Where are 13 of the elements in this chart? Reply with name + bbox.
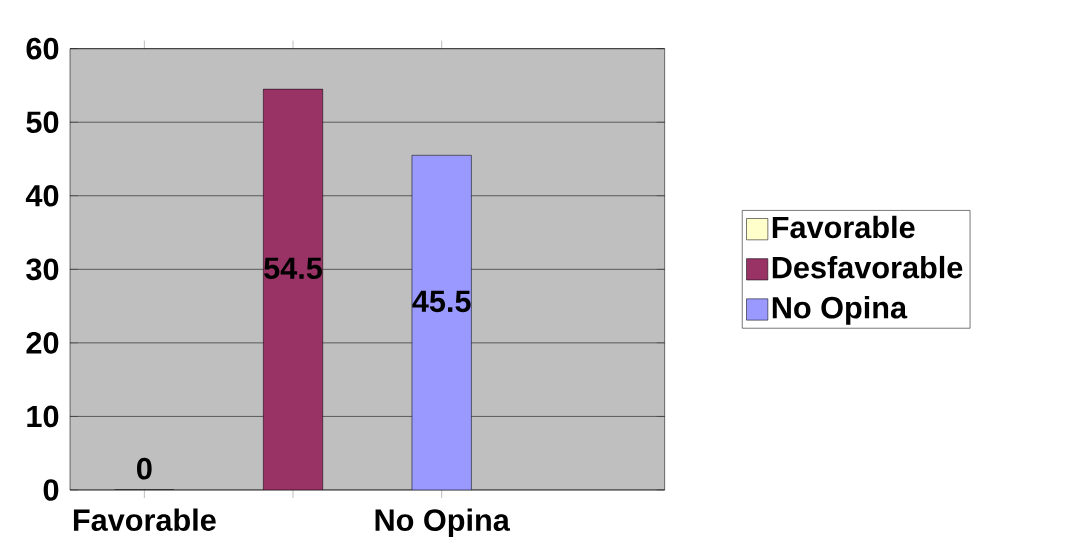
legend-label: Desfavorable xyxy=(772,255,963,279)
data-label: 45.5 xyxy=(412,290,471,313)
data-label: 54.5 xyxy=(264,257,322,280)
legend-label: No Opina xyxy=(772,296,908,325)
data-label: 0 xyxy=(137,457,152,480)
y-tick-label: 10 xyxy=(27,405,59,428)
y-tick-label: 20 xyxy=(26,332,59,354)
y-tick-label: 50 xyxy=(26,111,59,134)
y-tick-label: 0 xyxy=(43,479,59,501)
y-tick-label: 60 xyxy=(26,37,59,60)
y-tick-label: 30 xyxy=(26,258,59,281)
y-tick-label: 40 xyxy=(25,184,59,207)
legend-label: Favorable xyxy=(772,215,915,239)
